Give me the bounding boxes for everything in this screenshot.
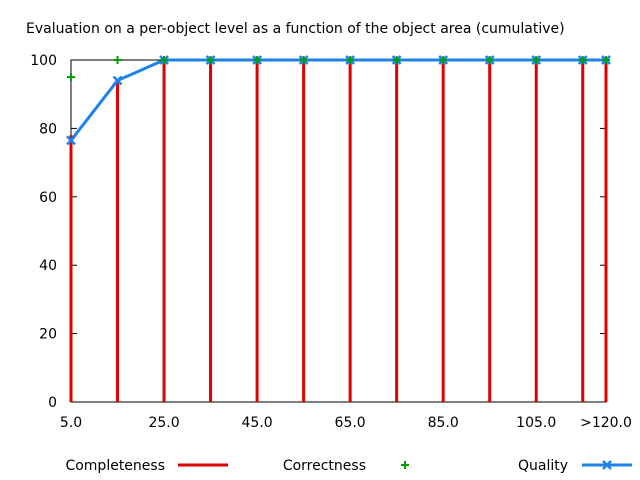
- correctness-point: [439, 56, 448, 64]
- y-tick-label: 40: [39, 258, 57, 274]
- x-tick-label: 45.0: [242, 415, 273, 431]
- correctness-point: [206, 56, 215, 64]
- quality-series: [66, 55, 611, 146]
- legend-swatch-quality: [582, 460, 632, 470]
- correctness-point: [578, 56, 587, 64]
- y-tick-label: 60: [39, 190, 57, 206]
- y-tick-label: 80: [39, 121, 57, 137]
- correctness-point: [602, 56, 610, 64]
- y-axis: 0 20 40 60 80 100: [30, 53, 606, 411]
- legend-swatch-correctness: [401, 461, 409, 469]
- y-tick-label: 100: [30, 53, 57, 69]
- correctness-point: [299, 56, 308, 64]
- x-tick-label: 25.0: [148, 415, 179, 431]
- correctness-point: [485, 56, 494, 64]
- x-axis: 5.0 25.0 45.0 65.0 85.0 105.0 >120.0: [60, 60, 632, 431]
- x-tick-label: 85.0: [428, 415, 459, 431]
- chart-title: Evaluation on a per-object level as a fu…: [26, 21, 565, 37]
- completeness-series: [69, 60, 608, 402]
- correctness-point: [67, 73, 75, 82]
- legend: Completeness Correctness Quality: [65, 458, 632, 474]
- y-tick-label: 20: [39, 327, 57, 343]
- plot-frame: [70, 59, 607, 403]
- x-tick-label: 105.0: [516, 415, 556, 431]
- quality-point: [66, 135, 76, 146]
- correctness-point: [160, 56, 169, 64]
- legend-label-quality: Quality: [518, 458, 568, 474]
- legend-label-completeness: Completeness: [65, 458, 165, 474]
- legend-label-correctness: Correctness: [283, 458, 366, 474]
- correctness-point: [113, 56, 122, 64]
- correctness-point: [346, 56, 355, 64]
- correctness-series: [67, 56, 610, 82]
- x-tick-label: 5.0: [60, 415, 82, 431]
- correctness-point: [392, 56, 401, 64]
- x-tick-label: >120.0: [580, 415, 632, 431]
- quality-point: [112, 75, 123, 86]
- quality-line: [69, 58, 606, 142]
- correctness-point: [532, 56, 541, 64]
- y-tick-label: 0: [48, 395, 57, 411]
- correctness-point: [253, 56, 262, 64]
- x-tick-label: 65.0: [335, 415, 366, 431]
